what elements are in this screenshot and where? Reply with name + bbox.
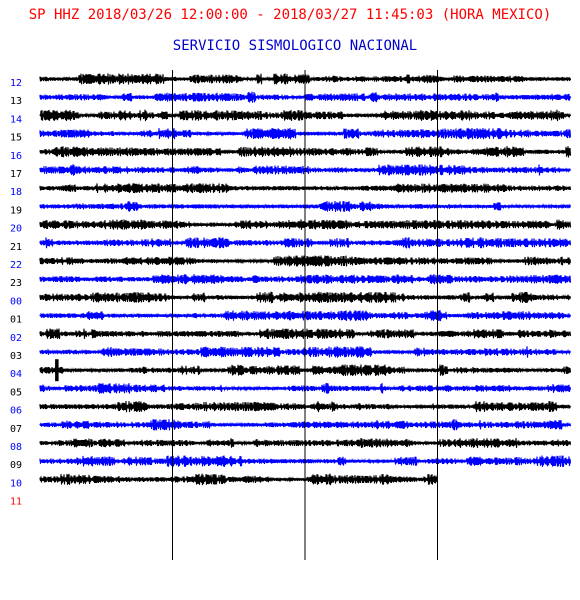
hour-label-06: 06 [10,406,22,417]
hour-label-00: 00 [10,296,22,307]
hour-label-11: 11 [10,497,22,508]
hour-label-07: 07 [10,424,22,435]
hour-label-03: 03 [10,351,22,362]
hour-label-14: 14 [10,114,22,125]
hour-label-08: 08 [10,442,22,453]
hour-label-09: 09 [10,460,22,471]
hour-label-17: 17 [10,169,22,180]
chart-subtitle: SERVICIO SISMOLOGICO NACIONAL [172,38,418,54]
trace-10 [39,473,439,486]
hour-label-21: 21 [10,242,22,253]
hour-label-23: 23 [10,278,22,289]
hour-label-22: 22 [10,260,22,271]
hour-label-15: 15 [10,133,22,144]
hour-label-16: 16 [10,151,22,162]
hour-label-12: 12 [10,78,22,89]
hour-label-10: 10 [10,478,22,489]
hour-label-13: 13 [10,96,22,107]
hour-label-04: 04 [10,369,22,380]
hour-label-19: 19 [10,205,22,216]
hour-label-02: 02 [10,333,22,344]
hour-label-18: 18 [10,187,22,198]
hour-label-01: 01 [10,315,22,326]
chart-title: SP HHZ 2018/03/26 12:00:00 - 2018/03/27 … [28,7,552,23]
hour-label-20: 20 [10,224,22,235]
hour-label-05: 05 [10,387,22,398]
